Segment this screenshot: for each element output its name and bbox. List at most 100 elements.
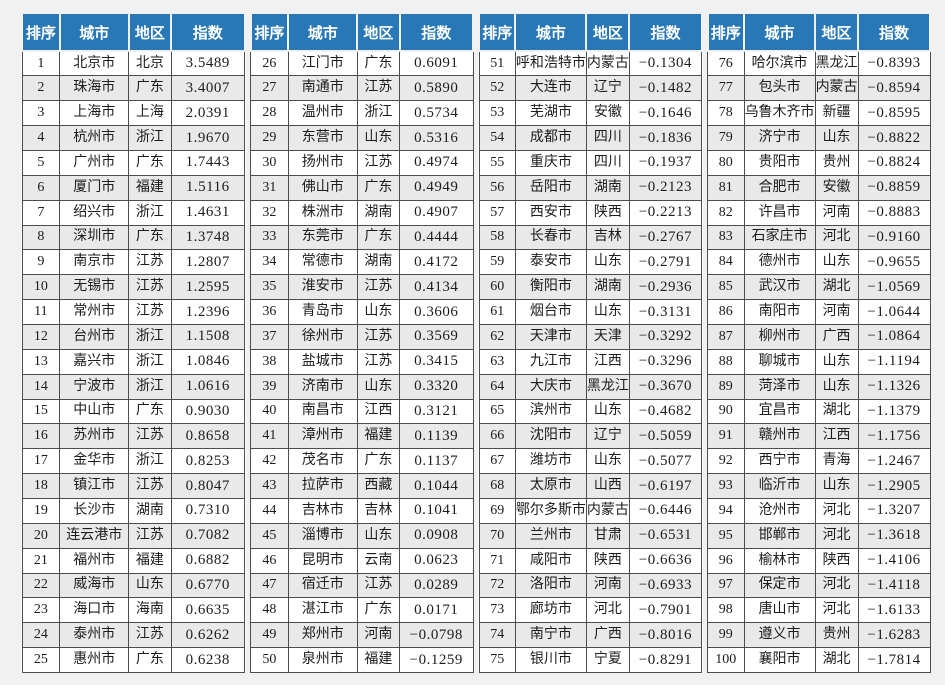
city-cell: 岳阳市 bbox=[514, 174, 587, 201]
index-cell: 0.1041 bbox=[399, 497, 474, 524]
region-cell: 江苏 bbox=[128, 622, 172, 649]
city-cell: 许昌市 bbox=[743, 199, 816, 226]
table-row: 3 上海市 上海 2.0391 bbox=[21, 100, 246, 127]
region-cell: 广东 bbox=[128, 224, 172, 251]
region-cell: 湖北 bbox=[814, 274, 859, 301]
table-row: 31 佛山市 广东 0.4949 bbox=[250, 174, 474, 201]
region-cell: 内蒙古 bbox=[585, 497, 630, 524]
ranking-table-group-3: 排序 城市 地区 指数 51 呼和浩特市 内蒙古 −0.1304 52 大连市 辽宁 −0.1482 5… bbox=[477, 12, 703, 673]
region-cell: 湖北 bbox=[814, 647, 859, 673]
table-row: 69 鄂尔多斯市 内蒙古 −0.6446 bbox=[478, 497, 703, 524]
index-cell: −0.2936 bbox=[628, 274, 703, 301]
region-cell: 黑龙江 bbox=[814, 50, 859, 77]
rank-cell: 10 bbox=[21, 274, 61, 301]
city-cell: 南通市 bbox=[287, 75, 358, 102]
index-cell: −0.8291 bbox=[628, 647, 703, 673]
index-cell: 1.0846 bbox=[170, 348, 246, 375]
rank-cell: 26 bbox=[250, 50, 289, 77]
city-cell: 福州市 bbox=[59, 547, 130, 574]
table-row: 28 温州市 浙江 0.5734 bbox=[250, 100, 474, 127]
region-cell: 山东 bbox=[814, 373, 859, 400]
index-cell: 0.9030 bbox=[170, 398, 246, 425]
col-header-rank: 排序 bbox=[249, 12, 290, 52]
table-row: 92 西宁市 青海 −1.2467 bbox=[707, 448, 931, 475]
table-row: 49 郑州市 河南 −0.0798 bbox=[250, 622, 474, 649]
rank-cell: 74 bbox=[478, 622, 516, 649]
city-cell: 济宁市 bbox=[743, 125, 816, 151]
city-cell: 赣州市 bbox=[743, 423, 816, 450]
city-cell: 上海市 bbox=[59, 100, 130, 127]
region-cell: 陕西 bbox=[814, 547, 859, 574]
index-cell: 3.4007 bbox=[170, 75, 246, 102]
city-cell: 武汉市 bbox=[743, 274, 816, 301]
region-cell: 河南 bbox=[814, 199, 859, 226]
rank-cell: 13 bbox=[21, 348, 61, 375]
city-cell: 苏州市 bbox=[59, 423, 130, 450]
rank-cell: 75 bbox=[478, 647, 516, 673]
index-cell: −0.3292 bbox=[628, 323, 703, 350]
region-cell: 江苏 bbox=[356, 274, 401, 301]
city-cell: 漳州市 bbox=[287, 423, 358, 450]
city-cell: 乌鲁木齐市 bbox=[743, 100, 816, 127]
region-cell: 江苏 bbox=[128, 299, 172, 325]
rank-cell: 78 bbox=[707, 100, 745, 127]
region-cell: 江苏 bbox=[356, 149, 401, 176]
table-row: 18 镇江市 江苏 0.8047 bbox=[21, 473, 246, 499]
city-cell: 盐城市 bbox=[287, 348, 358, 375]
table-row: 27 南通市 江苏 0.5890 bbox=[250, 75, 474, 102]
rank-cell: 14 bbox=[21, 373, 61, 400]
city-cell: 徐州市 bbox=[287, 323, 358, 350]
rank-cell: 54 bbox=[478, 125, 516, 151]
index-cell: 0.8047 bbox=[170, 473, 246, 499]
rank-cell: 99 bbox=[707, 622, 745, 649]
region-cell: 广东 bbox=[356, 448, 401, 475]
index-cell: 1.0616 bbox=[170, 373, 246, 400]
index-cell: 0.7310 bbox=[170, 497, 246, 524]
rank-cell: 73 bbox=[478, 597, 516, 624]
table-row: 38 盐城市 江苏 0.3415 bbox=[250, 348, 474, 375]
table-row: 78 乌鲁木齐市 新疆 −0.8595 bbox=[707, 100, 931, 127]
city-cell: 镇江市 bbox=[59, 473, 130, 499]
region-cell: 福建 bbox=[128, 547, 172, 574]
city-cell: 贵阳市 bbox=[743, 149, 816, 176]
index-cell: 0.4134 bbox=[399, 274, 474, 301]
index-cell: 1.7443 bbox=[170, 149, 246, 176]
city-cell: 襄阳市 bbox=[743, 647, 816, 673]
index-cell: −1.3207 bbox=[857, 497, 931, 524]
rank-cell: 11 bbox=[21, 299, 61, 325]
city-cell: 包头市 bbox=[743, 75, 816, 102]
region-cell: 辽宁 bbox=[585, 75, 630, 102]
rank-cell: 12 bbox=[21, 323, 61, 350]
table-row: 44 吉林市 吉林 0.1041 bbox=[250, 497, 474, 524]
header-row: 排序 城市 地区 指数 bbox=[477, 12, 703, 52]
rank-cell: 42 bbox=[250, 448, 289, 475]
region-cell: 河北 bbox=[814, 522, 859, 549]
table-row: 72 洛阳市 河南 −0.6933 bbox=[478, 572, 703, 599]
city-cell: 德州市 bbox=[743, 249, 816, 276]
city-cell: 北京市 bbox=[59, 50, 130, 77]
region-cell: 山东 bbox=[585, 299, 630, 325]
region-cell: 云南 bbox=[356, 547, 401, 574]
city-cell: 连云港市 bbox=[59, 522, 130, 549]
table-row: 21 福州市 福建 0.6882 bbox=[21, 547, 246, 574]
region-cell: 江苏 bbox=[128, 473, 172, 499]
city-cell: 榆林市 bbox=[743, 547, 816, 574]
region-cell: 江西 bbox=[585, 348, 630, 375]
rank-cell: 25 bbox=[21, 647, 61, 673]
table-row: 41 漳州市 福建 0.1139 bbox=[250, 423, 474, 450]
region-cell: 湖北 bbox=[814, 398, 859, 425]
region-cell: 海南 bbox=[128, 597, 172, 624]
index-cell: 0.4974 bbox=[399, 149, 474, 176]
rank-cell: 30 bbox=[250, 149, 289, 176]
table-row: 59 泰安市 山东 −0.2791 bbox=[478, 249, 703, 276]
rank-cell: 70 bbox=[478, 522, 516, 549]
table-row: 83 石家庄市 河北 −0.9160 bbox=[707, 224, 931, 251]
table-row: 61 烟台市 山东 −0.3131 bbox=[478, 299, 703, 325]
region-cell: 河南 bbox=[356, 622, 401, 649]
rank-cell: 71 bbox=[478, 547, 516, 574]
city-cell: 邯郸市 bbox=[743, 522, 816, 549]
table-row: 79 济宁市 山东 −0.8822 bbox=[707, 125, 931, 151]
city-cell: 柳州市 bbox=[743, 323, 816, 350]
table-row: 97 保定市 河北 −1.4118 bbox=[707, 572, 931, 599]
rank-cell: 58 bbox=[478, 224, 516, 251]
